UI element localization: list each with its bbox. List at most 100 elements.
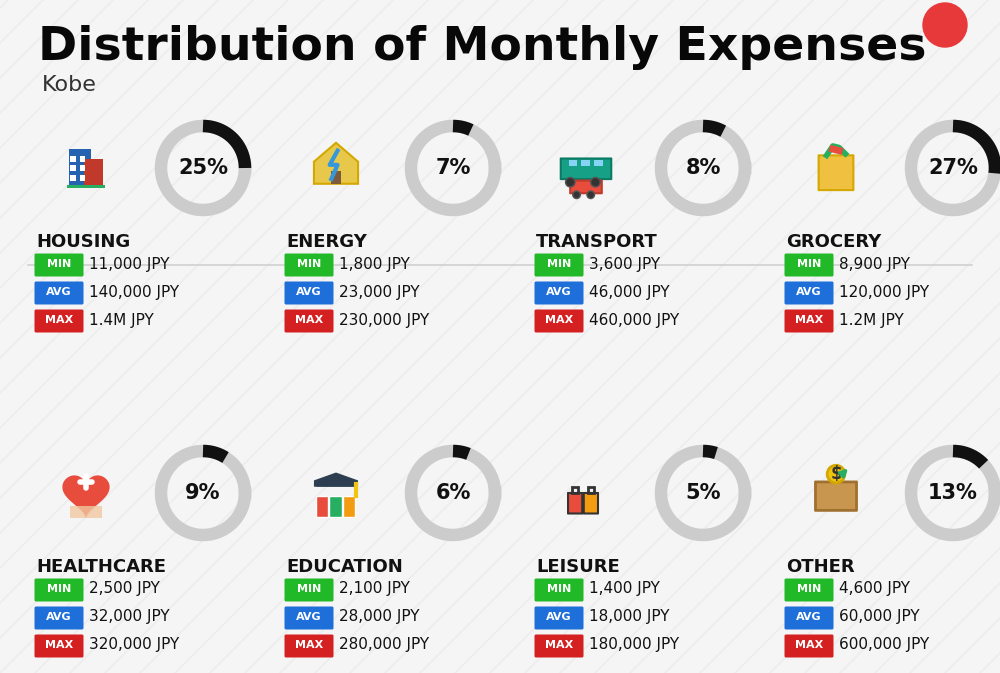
- Text: OTHER: OTHER: [786, 558, 855, 576]
- FancyBboxPatch shape: [534, 606, 584, 629]
- Text: MIN: MIN: [797, 259, 821, 269]
- FancyBboxPatch shape: [285, 310, 334, 332]
- Polygon shape: [314, 143, 358, 184]
- Text: LEISURE: LEISURE: [536, 558, 620, 576]
- Text: ENERGY: ENERGY: [286, 233, 367, 251]
- Text: 2,500 JPY: 2,500 JPY: [89, 581, 160, 596]
- FancyBboxPatch shape: [285, 281, 334, 304]
- Text: 140,000 JPY: 140,000 JPY: [89, 285, 179, 299]
- Text: 1,400 JPY: 1,400 JPY: [589, 581, 660, 596]
- FancyBboxPatch shape: [568, 493, 582, 513]
- Text: Kobe: Kobe: [42, 75, 97, 95]
- FancyBboxPatch shape: [331, 171, 341, 184]
- Text: 13%: 13%: [928, 483, 978, 503]
- Text: 6%: 6%: [435, 483, 471, 503]
- Circle shape: [573, 191, 580, 199]
- Text: HOUSING: HOUSING: [36, 233, 130, 251]
- FancyBboxPatch shape: [784, 635, 834, 658]
- Text: MIN: MIN: [47, 584, 71, 594]
- Text: 1.2M JPY: 1.2M JPY: [839, 312, 904, 328]
- FancyBboxPatch shape: [34, 281, 84, 304]
- FancyBboxPatch shape: [34, 310, 84, 332]
- FancyBboxPatch shape: [329, 496, 342, 517]
- Text: MAX: MAX: [295, 640, 323, 650]
- Text: AVG: AVG: [546, 612, 572, 622]
- FancyBboxPatch shape: [34, 579, 84, 602]
- FancyBboxPatch shape: [534, 310, 584, 332]
- Text: 46,000 JPY: 46,000 JPY: [589, 285, 670, 299]
- FancyBboxPatch shape: [70, 166, 76, 171]
- Text: 280,000 JPY: 280,000 JPY: [339, 637, 429, 653]
- Text: 27%: 27%: [928, 158, 978, 178]
- FancyBboxPatch shape: [569, 160, 577, 166]
- Text: HEALTHCARE: HEALTHCARE: [36, 558, 166, 576]
- FancyBboxPatch shape: [534, 254, 584, 277]
- Text: MIN: MIN: [47, 259, 71, 269]
- Text: MAX: MAX: [545, 315, 573, 325]
- FancyBboxPatch shape: [34, 254, 84, 277]
- Text: 4,600 JPY: 4,600 JPY: [839, 581, 910, 596]
- FancyBboxPatch shape: [534, 635, 584, 658]
- Text: MAX: MAX: [795, 640, 823, 650]
- FancyBboxPatch shape: [584, 493, 598, 513]
- FancyBboxPatch shape: [819, 155, 853, 190]
- Text: MAX: MAX: [45, 315, 73, 325]
- FancyBboxPatch shape: [285, 635, 334, 658]
- FancyBboxPatch shape: [581, 160, 590, 166]
- FancyBboxPatch shape: [815, 482, 857, 510]
- Text: 7%: 7%: [435, 158, 471, 178]
- Text: 320,000 JPY: 320,000 JPY: [89, 637, 179, 653]
- Text: 120,000 JPY: 120,000 JPY: [839, 285, 929, 299]
- Circle shape: [587, 191, 595, 199]
- FancyBboxPatch shape: [285, 579, 334, 602]
- Circle shape: [591, 178, 600, 187]
- Text: MIN: MIN: [547, 584, 571, 594]
- Text: 180,000 JPY: 180,000 JPY: [589, 637, 679, 653]
- FancyBboxPatch shape: [34, 606, 84, 629]
- FancyBboxPatch shape: [285, 254, 334, 277]
- Text: MAX: MAX: [795, 315, 823, 325]
- Text: MIN: MIN: [547, 259, 571, 269]
- Text: 23,000 JPY: 23,000 JPY: [339, 285, 420, 299]
- Polygon shape: [314, 472, 358, 487]
- FancyBboxPatch shape: [80, 175, 85, 180]
- Text: MAX: MAX: [545, 640, 573, 650]
- Text: MIN: MIN: [297, 259, 321, 269]
- Text: MIN: MIN: [297, 584, 321, 594]
- FancyBboxPatch shape: [534, 579, 584, 602]
- FancyBboxPatch shape: [343, 496, 355, 517]
- FancyBboxPatch shape: [534, 281, 584, 304]
- FancyBboxPatch shape: [70, 156, 76, 162]
- Text: 8%: 8%: [685, 158, 721, 178]
- Text: 28,000 JPY: 28,000 JPY: [339, 610, 420, 625]
- FancyBboxPatch shape: [784, 281, 834, 304]
- Circle shape: [827, 465, 845, 483]
- Text: 3,600 JPY: 3,600 JPY: [589, 256, 660, 271]
- FancyBboxPatch shape: [784, 310, 834, 332]
- FancyBboxPatch shape: [84, 159, 103, 187]
- FancyBboxPatch shape: [80, 156, 85, 162]
- Text: TRANSPORT: TRANSPORT: [536, 233, 658, 251]
- Text: Distribution of Monthly Expenses: Distribution of Monthly Expenses: [38, 25, 926, 70]
- Text: AVG: AVG: [796, 612, 822, 622]
- Text: MIN: MIN: [797, 584, 821, 594]
- Text: AVG: AVG: [296, 287, 322, 297]
- Text: 230,000 JPY: 230,000 JPY: [339, 312, 429, 328]
- Text: $: $: [830, 465, 842, 483]
- FancyBboxPatch shape: [784, 579, 834, 602]
- FancyBboxPatch shape: [80, 166, 85, 171]
- Text: MAX: MAX: [45, 640, 73, 650]
- Circle shape: [566, 178, 575, 187]
- FancyBboxPatch shape: [285, 606, 334, 629]
- Text: AVG: AVG: [546, 287, 572, 297]
- Polygon shape: [316, 476, 356, 487]
- Text: 18,000 JPY: 18,000 JPY: [589, 610, 670, 625]
- FancyBboxPatch shape: [784, 606, 834, 629]
- Text: 11,000 JPY: 11,000 JPY: [89, 256, 170, 271]
- Text: 32,000 JPY: 32,000 JPY: [89, 610, 170, 625]
- Text: AVG: AVG: [296, 612, 322, 622]
- Text: 1,800 JPY: 1,800 JPY: [339, 256, 410, 271]
- Text: 25%: 25%: [178, 158, 228, 178]
- Text: AVG: AVG: [796, 287, 822, 297]
- FancyBboxPatch shape: [570, 180, 602, 193]
